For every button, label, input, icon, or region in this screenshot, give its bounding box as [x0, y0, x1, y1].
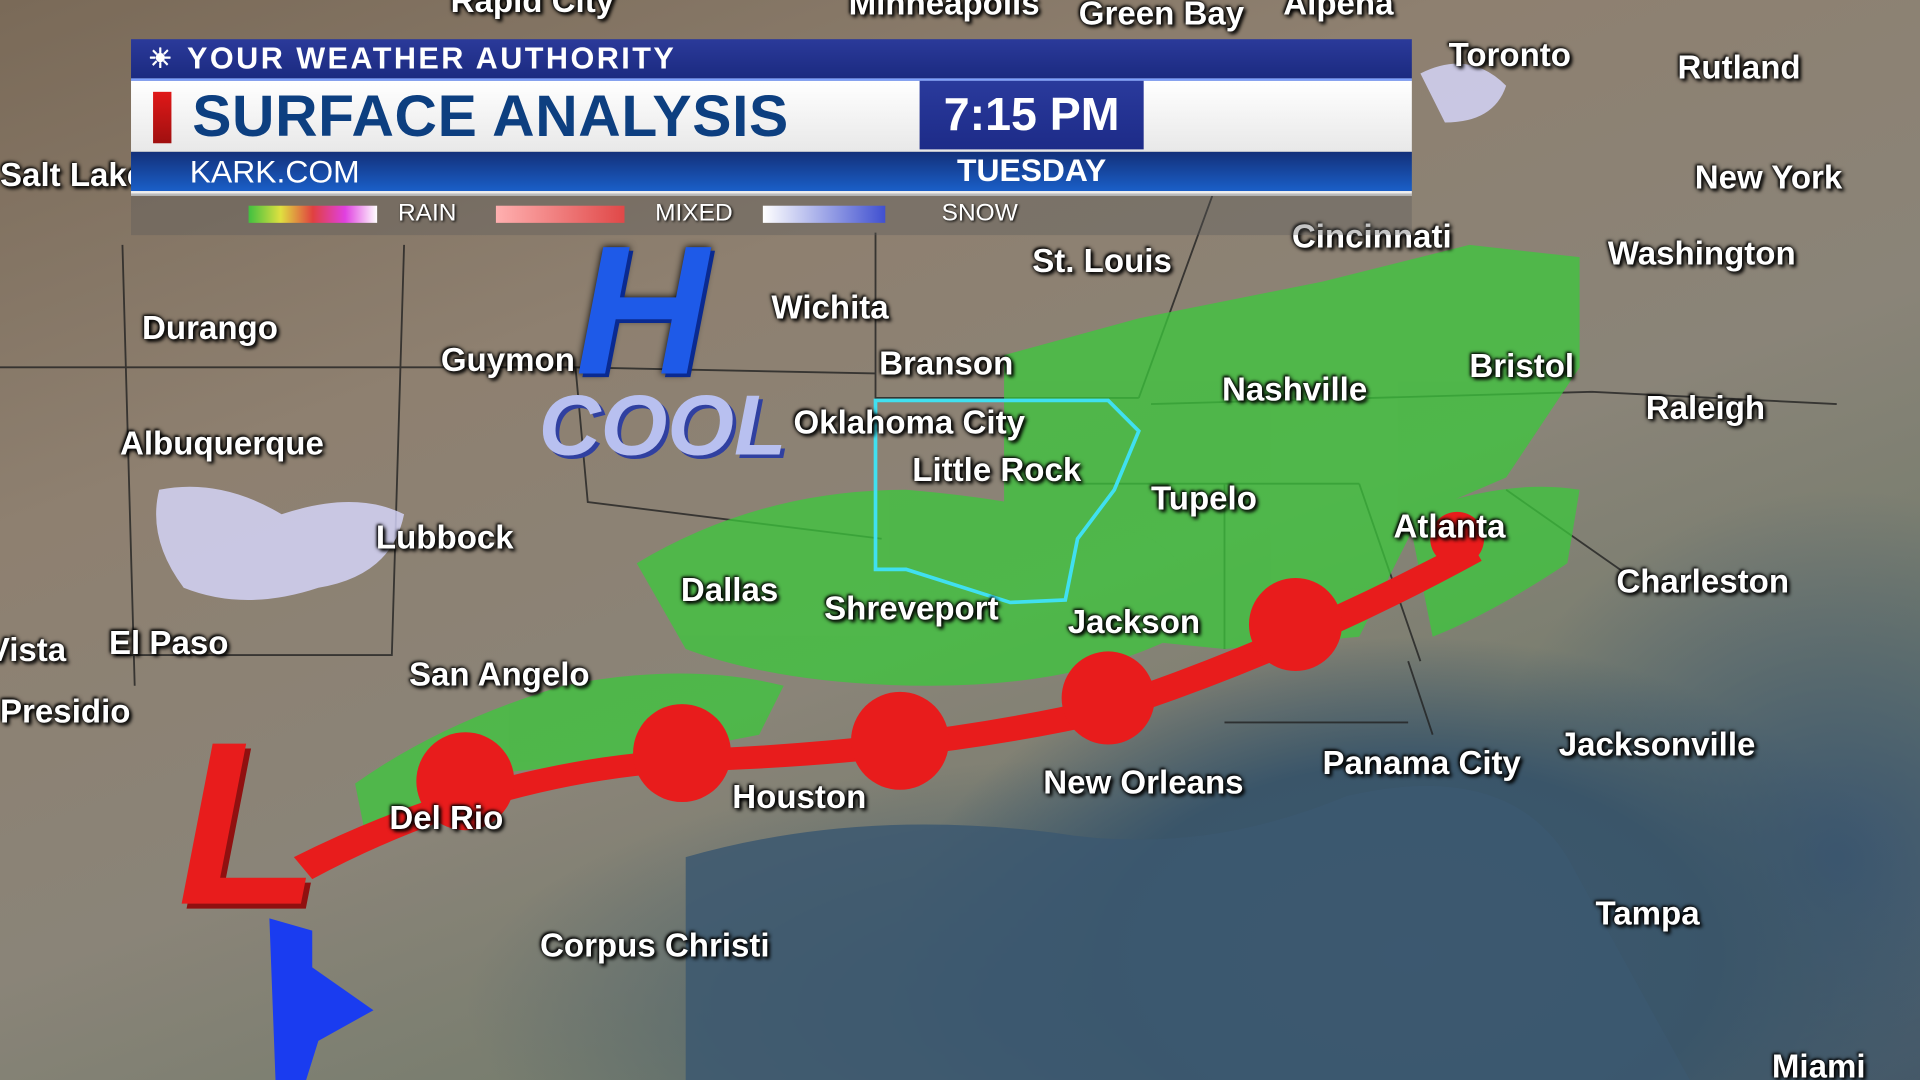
gulf-of-mexico	[685, 785, 1690, 1080]
city-label: Alpena	[1283, 0, 1394, 23]
city-label: Albuquerque	[120, 424, 324, 462]
warm-front-bump	[1430, 511, 1485, 566]
city-label: Salt Lake	[0, 156, 146, 194]
low-pressure-symbol: L	[177, 694, 320, 954]
accent-bar	[153, 91, 172, 144]
city-label: Branson	[879, 345, 1014, 383]
city-label: Little Rock	[912, 451, 1082, 489]
city-label: Rutland	[1677, 48, 1801, 86]
city-label: Del Rio	[389, 799, 504, 837]
title-banner: ☀ YOUR WEATHER AUTHORITY SURFACE ANALYSIS…	[131, 39, 1412, 196]
warm-front-bump	[851, 691, 949, 790]
city-label: Minneapolis	[848, 0, 1040, 23]
city-label: Toronto	[1448, 36, 1571, 74]
city-label: New York	[1694, 159, 1843, 196]
legend-snow: SNOW	[941, 199, 1018, 227]
high-pressure-label: COOL	[538, 377, 787, 473]
legend-rain: RAIN	[397, 199, 457, 227]
page-title: SURFACE ANALYSIS	[192, 84, 789, 150]
city-label: Cincinnati	[1291, 217, 1452, 255]
website: KARK.COM	[189, 153, 360, 190]
nbc-peacock-icon: ☀	[148, 42, 175, 74]
city-label: Tupelo	[1151, 480, 1257, 517]
city-label: St. Louis	[1032, 242, 1172, 280]
warm-front-bump	[1061, 651, 1155, 745]
legend-mixed: MIXED	[655, 199, 733, 227]
city-label: Nashville	[1222, 371, 1368, 408]
time-display: 7:15 PM	[919, 80, 1144, 150]
city-label: Tampa	[1595, 895, 1700, 932]
city-label: El Paso	[108, 624, 229, 662]
day-display: TUESDAY	[957, 151, 1107, 189]
warm-front	[293, 511, 1485, 880]
city-label: Miami	[1771, 1048, 1866, 1080]
city-label: Panama City	[1322, 744, 1521, 782]
city-label: Durango	[142, 309, 278, 347]
precipitation-snow	[156, 63, 1507, 601]
city-label: Charleston	[1616, 563, 1790, 601]
city-label: Wichita	[771, 288, 889, 326]
warm-front-bump	[1248, 577, 1343, 672]
city-label: Rapid City	[450, 0, 615, 20]
city-label: Bristol	[1469, 347, 1575, 385]
city-label: San Angelo	[408, 656, 590, 694]
city-label: Houston	[732, 778, 867, 816]
city-label: Presidio	[0, 693, 131, 730]
precipitation-rain	[355, 244, 1580, 845]
city-label: Guymon	[440, 341, 575, 379]
city-label: Vista	[0, 631, 67, 669]
tagline: YOUR WEATHER AUTHORITY	[187, 41, 677, 76]
high-pressure-symbol: H	[575, 206, 709, 413]
city-label: Atlanta	[1393, 508, 1506, 545]
snow-swatch	[762, 205, 886, 223]
city-label: Jackson	[1067, 603, 1201, 641]
city-label: Oklahoma City	[793, 404, 1025, 441]
warm-front-bump	[633, 704, 732, 803]
mixed-swatch	[495, 205, 625, 223]
city-label: New Orleans	[1043, 764, 1244, 801]
warm-front-bump	[416, 732, 515, 831]
cold-front	[269, 918, 374, 1080]
city-label: Raleigh	[1645, 389, 1766, 427]
city-label: Lubbock	[375, 519, 514, 556]
city-label: Jacksonville	[1558, 726, 1756, 763]
arkansas-outline	[873, 398, 1141, 605]
city-label: Washington	[1607, 235, 1796, 272]
city-label: Dallas	[680, 571, 779, 609]
city-label: Green Bay	[1078, 0, 1245, 32]
city-label: Shreveport	[824, 590, 999, 627]
rain-swatch	[248, 205, 378, 223]
city-label: Corpus Christi	[540, 926, 770, 964]
